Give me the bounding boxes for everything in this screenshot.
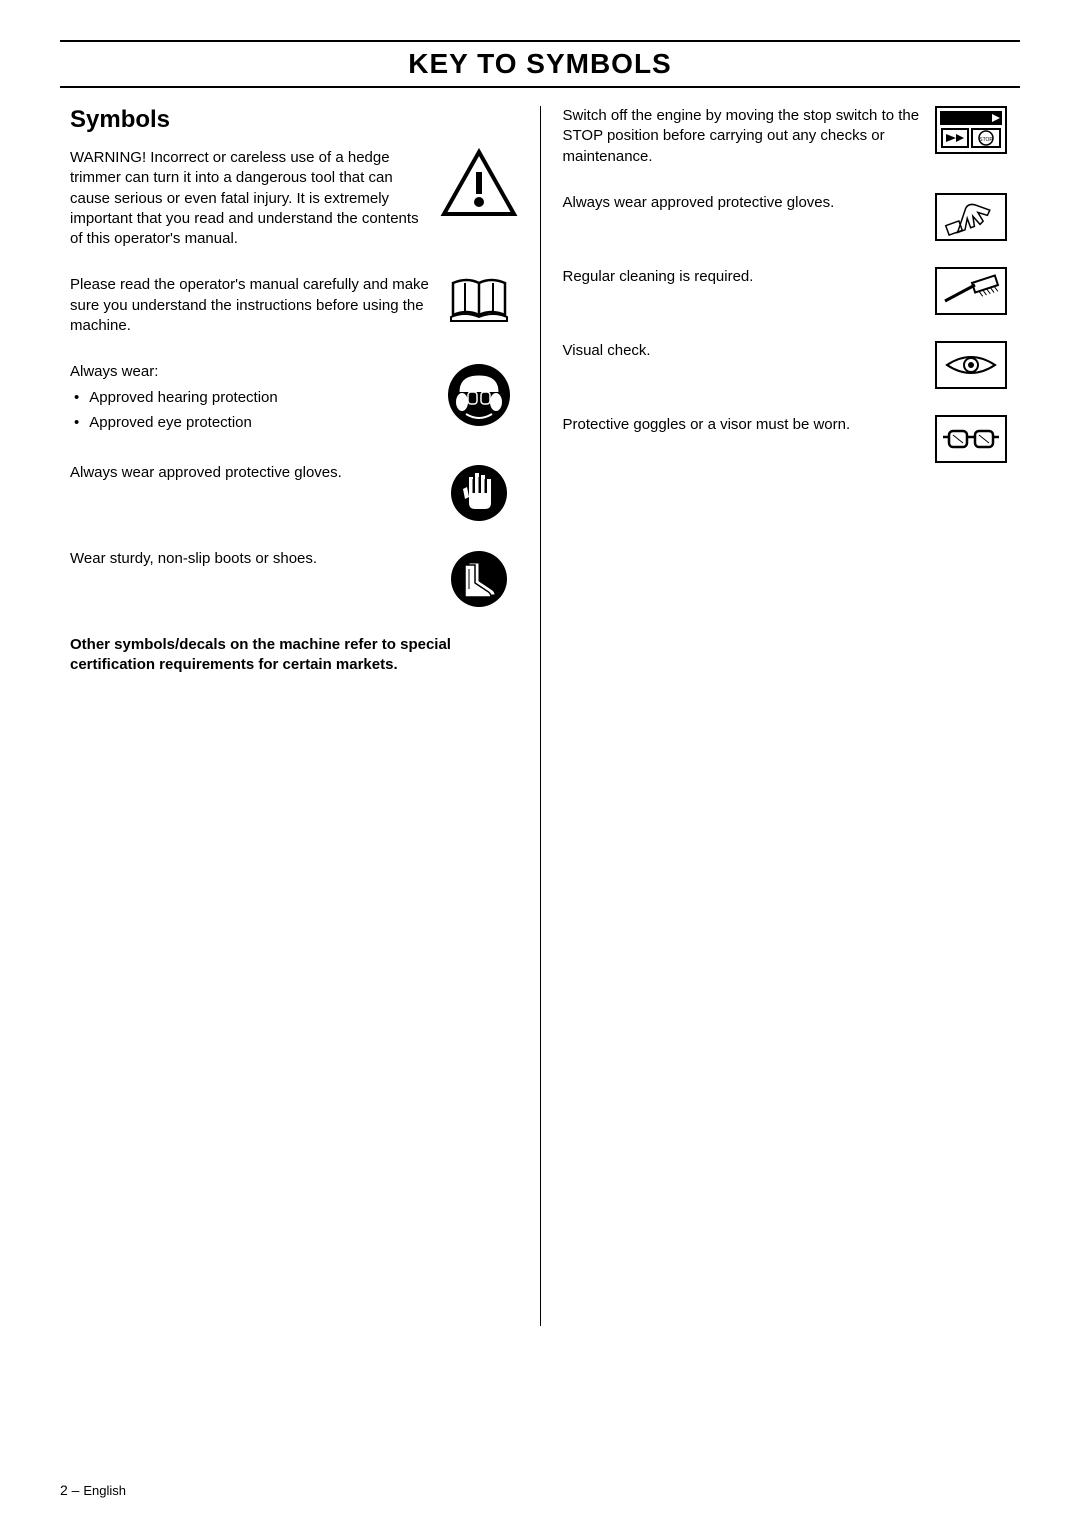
content-columns: Symbols WARNING! Incorrect or careless u…: [60, 106, 1020, 1326]
brush-icon: [932, 267, 1010, 315]
left-column: Symbols WARNING! Incorrect or careless u…: [60, 106, 541, 1326]
list-item: Approved eye protection: [74, 413, 430, 433]
switch-off-text: Switch off the engine by moving the stop…: [563, 106, 933, 167]
page-title: KEY TO SYMBOLS: [60, 40, 1020, 88]
goggles-icon: [932, 415, 1010, 463]
footer-language: English: [83, 1483, 126, 1498]
other-symbols-note: Other symbols/decals on the machine refe…: [70, 635, 518, 676]
page-footer: 2 – English: [60, 1482, 126, 1498]
gloves-outline-icon: [932, 193, 1010, 241]
entry-boots: Wear sturdy, non-slip boots or shoes.: [70, 549, 518, 609]
always-wear-intro: Always wear:: [70, 362, 430, 382]
entry-goggles: Protective goggles or a visor must be wo…: [563, 415, 1011, 463]
gloves-icon: [440, 463, 518, 523]
entry-gloves-right: Always wear approved protective gloves.: [563, 193, 1011, 241]
list-item: Approved hearing protection: [74, 388, 430, 408]
entry-gloves-left: Always wear approved protective gloves.: [70, 463, 518, 523]
boots-icon: [440, 549, 518, 609]
gloves-text-left: Always wear approved protective gloves.: [70, 463, 440, 483]
entry-cleaning: Regular cleaning is required.: [563, 267, 1011, 315]
eye-icon: [932, 341, 1010, 389]
entry-switch-off: Switch off the engine by moving the stop…: [563, 106, 1011, 167]
footer-page-number: 2: [60, 1482, 68, 1498]
cleaning-text: Regular cleaning is required.: [563, 267, 933, 287]
entry-warning: WARNING! Incorrect or careless use of a …: [70, 148, 518, 249]
warning-icon: [440, 148, 518, 220]
gloves-text-right: Always wear approved protective gloves.: [563, 193, 933, 213]
svg-text:STOP: STOP: [979, 137, 993, 143]
right-column: Switch off the engine by moving the stop…: [541, 106, 1021, 1326]
entry-always-wear: Always wear: Approved hearing protection…: [70, 362, 518, 437]
ear-eye-protection-icon: [440, 362, 518, 428]
entry-visual-check: Visual check.: [563, 341, 1011, 389]
read-manual-text: Please read the operator's manual carefu…: [70, 275, 440, 336]
entry-read-manual: Please read the operator's manual carefu…: [70, 275, 518, 336]
manual-icon: [440, 275, 518, 325]
stop-switch-icon: STOP: [932, 106, 1010, 154]
goggles-text: Protective goggles or a visor must be wo…: [563, 415, 933, 435]
section-heading: Symbols: [70, 106, 518, 134]
footer-sep: –: [68, 1482, 84, 1498]
warning-text: WARNING! Incorrect or careless use of a …: [70, 148, 440, 249]
always-wear-list: Approved hearing protection Approved eye…: [70, 388, 430, 433]
boots-text: Wear sturdy, non-slip boots or shoes.: [70, 549, 440, 569]
visual-check-text: Visual check.: [563, 341, 933, 361]
